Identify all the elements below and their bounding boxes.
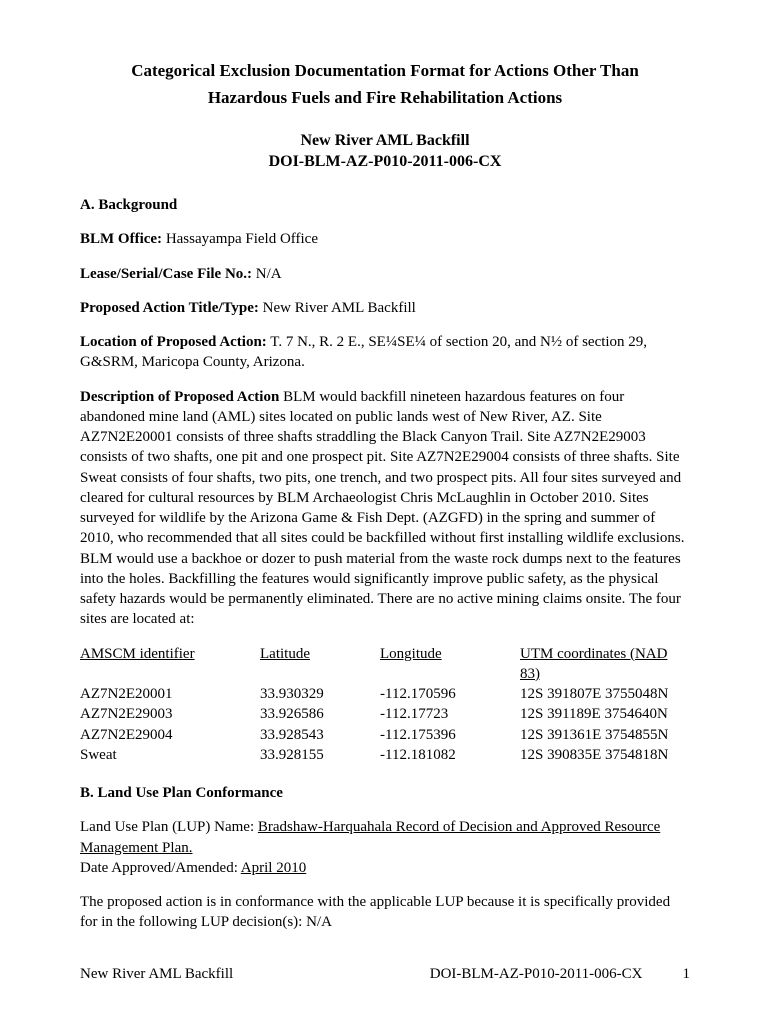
blm-office-value: Hassayampa Field Office — [162, 231, 318, 247]
document-id: DOI-BLM-AZ-P010-2011-006-CX — [80, 151, 690, 173]
cell-lat: 33.930329 — [260, 684, 380, 704]
lease-label: Lease/Serial/Case File No.: — [80, 266, 252, 282]
cell-lon: -112.17723 — [380, 704, 520, 724]
description-value: BLM would backfill nineteen hazardous fe… — [80, 389, 684, 628]
footer-doc-id: DOI-BLM-AZ-P010-2011-006-CX — [430, 964, 643, 984]
cell-id: AZ7N2E29004 — [80, 725, 260, 745]
cell-lat: 33.928155 — [260, 745, 380, 765]
action-title-value: New River AML Backfill — [259, 300, 416, 316]
cell-utm: 12S 391807E 3755048N — [520, 684, 690, 704]
blm-office-label: BLM Office: — [80, 231, 162, 247]
document-title-line1: Categorical Exclusion Documentation Form… — [80, 60, 690, 83]
description-label: Description of Proposed Action — [80, 389, 279, 405]
description-para: Description of Proposed Action BLM would… — [80, 387, 690, 630]
lease-value: N/A — [252, 266, 282, 282]
table-row: AZ7N2E29003 33.926586 -112.17723 12S 391… — [80, 704, 690, 724]
footer-page-number: 1 — [683, 964, 691, 984]
cell-id: AZ7N2E20001 — [80, 684, 260, 704]
cell-lon: -112.170596 — [380, 684, 520, 704]
header-lat: Latitude — [260, 644, 380, 685]
cell-lat: 33.926586 — [260, 704, 380, 724]
cell-id: AZ7N2E29003 — [80, 704, 260, 724]
lup-name-label: Land Use Plan (LUP) Name: — [80, 819, 258, 835]
cell-lon: -112.175396 — [380, 725, 520, 745]
table-row: Sweat 33.928155 -112.181082 12S 390835E … — [80, 745, 690, 765]
date-approved-value: April 2010 — [241, 860, 306, 876]
cell-lat: 33.928543 — [260, 725, 380, 745]
header-lon: Longitude — [380, 644, 520, 685]
cell-utm: 12S 391361E 3754855N — [520, 725, 690, 745]
cell-utm: 12S 390835E 3754818N — [520, 745, 690, 765]
action-title-line: Proposed Action Title/Type: New River AM… — [80, 298, 690, 318]
table-header-row: AMSCM identifier Latitude Longitude UTM … — [80, 644, 690, 685]
footer-left: New River AML Backfill — [80, 964, 233, 984]
date-approved-para: Date Approved/Amended: April 2010 — [80, 858, 690, 878]
conformance-para: The proposed action is in conformance wi… — [80, 892, 690, 933]
lease-line: Lease/Serial/Case File No.: N/A — [80, 264, 690, 284]
page-footer: New River AML Backfill DOI-BLM-AZ-P010-2… — [80, 964, 690, 984]
action-title-label: Proposed Action Title/Type: — [80, 300, 259, 316]
cell-lon: -112.181082 — [380, 745, 520, 765]
date-approved-label: Date Approved/Amended: — [80, 860, 241, 876]
cell-id: Sweat — [80, 745, 260, 765]
table-row: AZ7N2E29004 33.928543 -112.175396 12S 39… — [80, 725, 690, 745]
location-line: Location of Proposed Action: T. 7 N., R.… — [80, 332, 690, 373]
document-name: New River AML Backfill — [80, 130, 690, 152]
section-b-heading: B. Land Use Plan Conformance — [80, 783, 690, 803]
section-a-heading: A. Background — [80, 195, 690, 215]
document-title-line2: Hazardous Fuels and Fire Rehabilitation … — [80, 87, 690, 110]
lup-name-para: Land Use Plan (LUP) Name: Bradshaw-Harqu… — [80, 817, 690, 858]
table-row: AZ7N2E20001 33.930329 -112.170596 12S 39… — [80, 684, 690, 704]
header-utm: UTM coordinates (NAD 83) — [520, 644, 690, 685]
location-label: Location of Proposed Action: — [80, 334, 267, 350]
blm-office-line: BLM Office: Hassayampa Field Office — [80, 229, 690, 249]
header-id: AMSCM identifier — [80, 644, 260, 685]
cell-utm: 12S 391189E 3754640N — [520, 704, 690, 724]
coordinates-table: AMSCM identifier Latitude Longitude UTM … — [80, 644, 690, 766]
